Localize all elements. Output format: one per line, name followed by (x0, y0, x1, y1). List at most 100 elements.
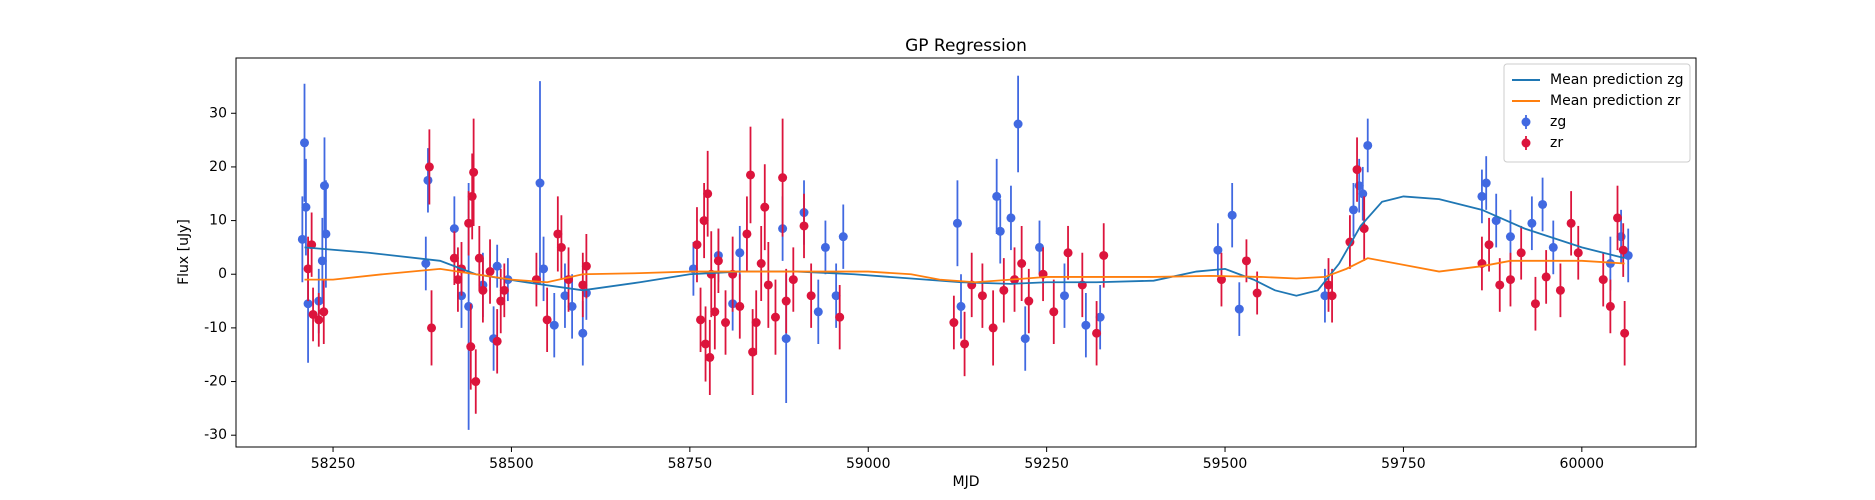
data-point (1234, 304, 1244, 314)
data-point (1505, 275, 1515, 285)
data-point (1363, 140, 1373, 150)
data-point (735, 301, 745, 311)
data-point (831, 291, 841, 301)
data-point (1241, 256, 1251, 266)
y-tick-label: 20 (209, 159, 227, 175)
legend-label: zg (1550, 114, 1566, 130)
data-point (1620, 328, 1630, 338)
data-point (760, 202, 770, 212)
data-point (499, 285, 509, 295)
data-point (319, 181, 329, 191)
plot-frame (235, 57, 1697, 448)
data-point (1505, 232, 1515, 242)
data-point (735, 248, 745, 258)
data-point (820, 242, 830, 252)
data-point (696, 315, 706, 325)
data-point (703, 189, 713, 199)
data-point (300, 138, 310, 148)
data-point (1516, 248, 1526, 258)
y-tick-label: 0 (218, 266, 227, 282)
data-point (471, 377, 481, 387)
data-point (556, 242, 566, 252)
data-point (1527, 218, 1537, 228)
y-axis-label: Flux [uJy] (176, 219, 192, 285)
data-point (1327, 291, 1337, 301)
data-point (813, 307, 823, 317)
data-point (492, 261, 502, 271)
data-point (1213, 245, 1223, 255)
data-point (1227, 210, 1237, 220)
x-axis-label: MJD (953, 474, 980, 490)
y-tick-label: 30 (209, 105, 227, 121)
data-point (713, 256, 723, 266)
data-point (1491, 216, 1501, 226)
data-point (742, 229, 752, 239)
data-point (1034, 242, 1044, 252)
data-point (799, 221, 809, 231)
y-tick-label: 10 (209, 213, 227, 229)
data-point (1092, 328, 1102, 338)
data-point (321, 229, 331, 239)
data-point (1252, 288, 1262, 298)
data-point (1095, 312, 1105, 322)
data-point (474, 253, 484, 263)
data-point (308, 309, 318, 319)
data-point (1352, 165, 1362, 175)
data-point (301, 202, 311, 212)
data-point (1059, 291, 1069, 301)
data-point (423, 175, 433, 185)
data-point (317, 256, 327, 266)
legend-label: zr (1550, 135, 1563, 151)
data-point (421, 258, 431, 268)
data-point (701, 339, 711, 349)
legend-marker (1521, 117, 1531, 127)
x-tick-label: 58250 (311, 456, 356, 472)
data-point (1541, 272, 1551, 282)
data-point (977, 291, 987, 301)
x-tick-label: 59750 (1381, 456, 1426, 472)
data-point (756, 258, 766, 268)
data-point (956, 301, 966, 311)
data-point (553, 229, 563, 239)
x-tick-label: 58750 (668, 456, 713, 472)
data-point (560, 291, 570, 301)
data-point (1320, 291, 1330, 301)
data-point (314, 315, 324, 325)
data-point (721, 318, 731, 328)
data-point (1359, 224, 1369, 234)
data-point (1063, 248, 1073, 258)
data-point (992, 191, 1002, 201)
data-point (567, 301, 577, 311)
data-point (1354, 181, 1364, 191)
data-point (751, 318, 761, 328)
x-tick-label: 60000 (1560, 456, 1605, 472)
data-point (788, 275, 798, 285)
data-point (449, 224, 459, 234)
data-point (424, 162, 434, 172)
data-point (535, 178, 545, 188)
data-point (581, 261, 591, 271)
data-point (1013, 119, 1023, 129)
data-point (999, 285, 1009, 295)
data-point (745, 170, 755, 180)
data-point (485, 267, 495, 277)
data-point (578, 280, 588, 290)
data-point (1555, 285, 1565, 295)
data-point (449, 253, 459, 263)
data-point (1099, 250, 1109, 260)
data-point (1216, 275, 1226, 285)
data-point (952, 218, 962, 228)
data-point (995, 226, 1005, 236)
data-point (319, 307, 329, 317)
data-point (692, 240, 702, 250)
data-point (1605, 301, 1615, 311)
x-tick-label: 59000 (846, 456, 891, 472)
data-point (1530, 299, 1540, 309)
data-point (748, 347, 758, 357)
data-point (1538, 199, 1548, 209)
data-point (478, 285, 488, 295)
data-point (781, 296, 791, 306)
y-tick-label: -20 (204, 374, 227, 390)
data-point (453, 275, 463, 285)
